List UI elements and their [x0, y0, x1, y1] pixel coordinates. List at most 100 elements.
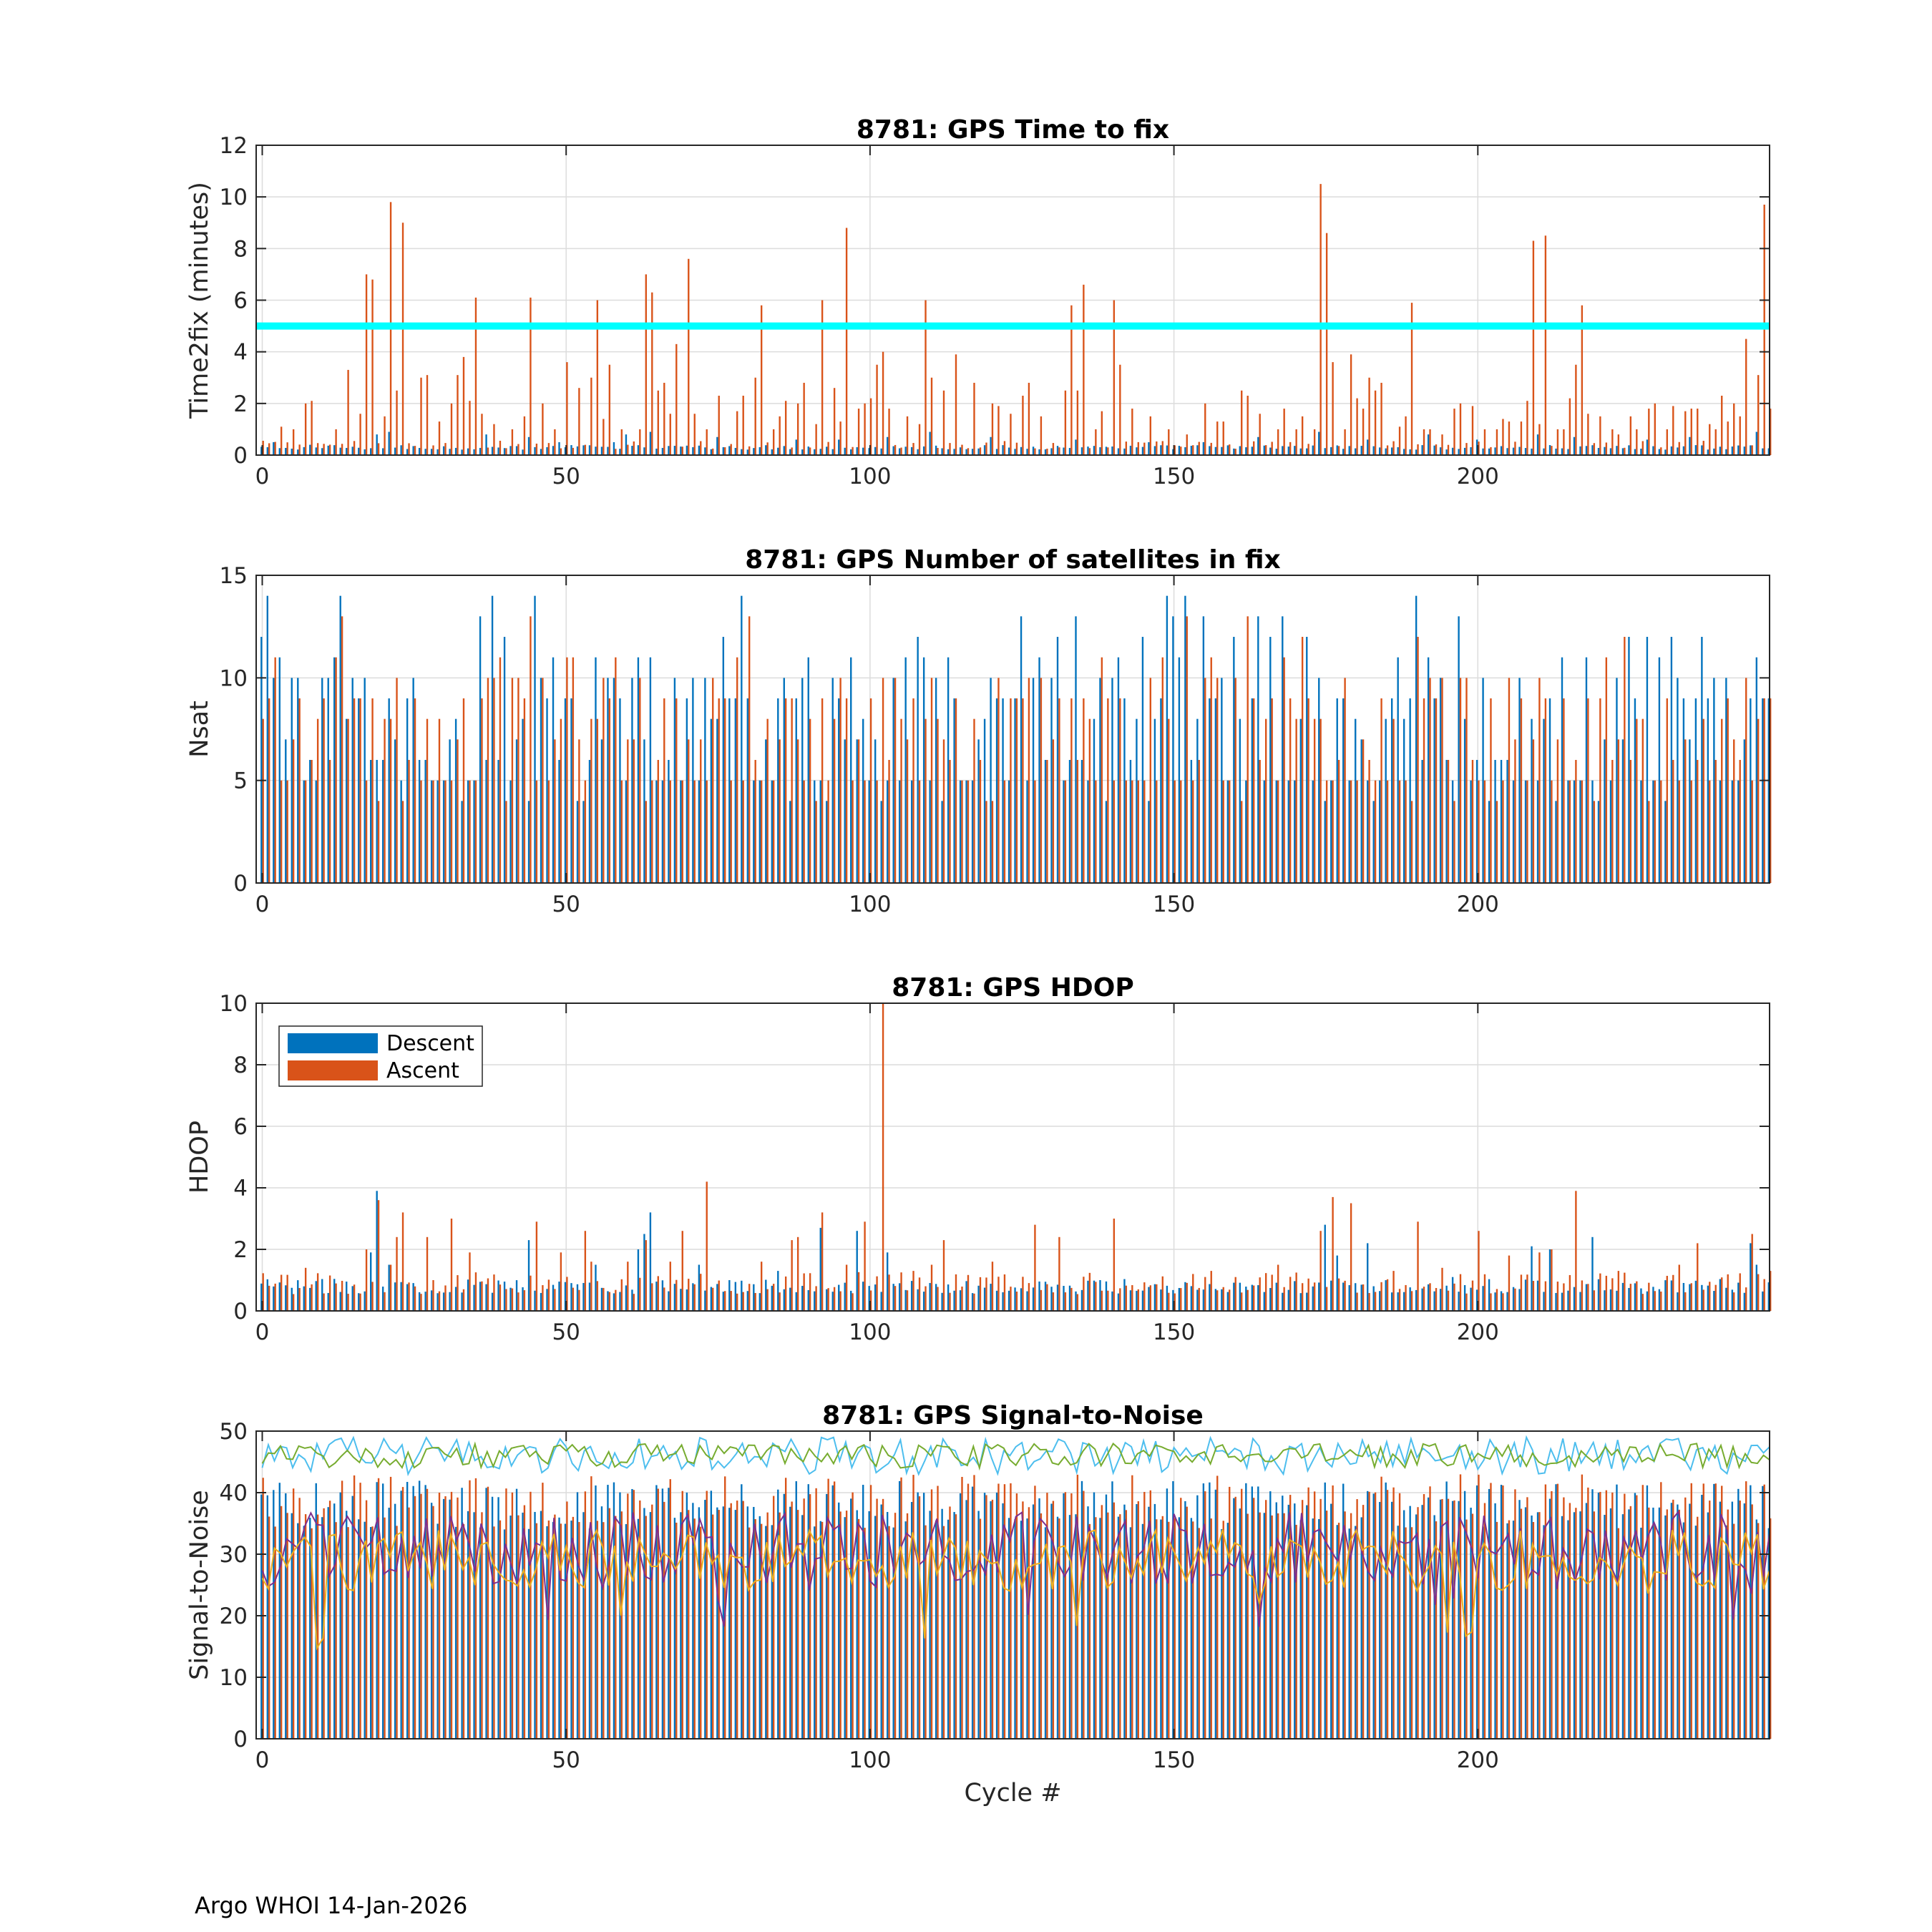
bar-descent [1178, 1517, 1181, 1739]
bar-ascent [530, 616, 532, 883]
bar-ascent [1259, 414, 1261, 455]
bar-descent [746, 1291, 749, 1311]
bar-descent [1324, 1224, 1326, 1311]
bar-descent [1202, 616, 1205, 883]
bar-descent [1299, 448, 1302, 455]
bar-descent [856, 1231, 858, 1311]
bar-ascent [1149, 1490, 1151, 1739]
bar-descent [643, 1234, 645, 1311]
bar-descent [1263, 1513, 1265, 1739]
bar-ascent [328, 760, 331, 883]
bar-ascent [864, 780, 866, 883]
bar-descent [1677, 1504, 1679, 1739]
bar-descent [424, 1485, 426, 1739]
bar-descent [1682, 446, 1685, 455]
bar-descent [880, 1292, 882, 1311]
bar-descent [917, 1289, 919, 1311]
bar-ascent [784, 1478, 787, 1739]
bar-descent [826, 447, 828, 455]
bar-ascent [620, 780, 623, 883]
bar-ascent [389, 1476, 392, 1739]
bar-ascent [1690, 409, 1692, 455]
bar-descent [442, 1292, 445, 1311]
bar-descent [503, 1529, 506, 1739]
bar-descent [1355, 718, 1357, 883]
bar-ascent [985, 1495, 987, 1739]
bar-descent [522, 449, 524, 455]
bar-descent [637, 1518, 640, 1739]
bar-ascent [1745, 678, 1747, 883]
bar-ascent [438, 1493, 441, 1739]
bar-descent [801, 678, 804, 883]
bar-descent [1750, 698, 1752, 883]
bar-ascent [748, 446, 751, 455]
bar-ascent [796, 739, 799, 883]
bar-descent [1713, 448, 1715, 455]
x-tick-label: 150 [1153, 892, 1195, 917]
bar-ascent [1611, 1492, 1614, 1739]
bar-descent [1415, 595, 1418, 883]
bar-ascent [274, 441, 276, 455]
bar-descent [370, 1527, 372, 1739]
bar-ascent [864, 1528, 866, 1739]
bar-descent [929, 1283, 931, 1311]
bar-ascent [1332, 362, 1334, 455]
bar-ascent [311, 760, 313, 883]
bar-ascent [505, 448, 507, 455]
bar-ascent [857, 739, 860, 883]
bar-descent [376, 434, 378, 455]
bar-ascent [930, 1489, 933, 1739]
bar-ascent [796, 1236, 799, 1311]
bar-descent [1245, 1287, 1247, 1311]
x-axis-label: Cycle # [964, 1779, 1061, 1807]
bar-ascent [298, 1288, 301, 1311]
bar-descent [698, 780, 701, 883]
bar-ascent [1064, 1292, 1067, 1311]
chart-title: 8781: GPS Time to fix [857, 115, 1169, 145]
bar-ascent [1405, 416, 1407, 455]
bar-ascent [1289, 441, 1292, 455]
bar-ascent [761, 780, 763, 883]
bar-ascent [815, 424, 817, 455]
bar-ascent [645, 801, 647, 883]
bar-ascent [827, 1478, 829, 1739]
bar-ascent [1520, 1508, 1523, 1739]
bar-ascent [1234, 1277, 1236, 1311]
bar-descent [1755, 431, 1758, 455]
x-tick-label: 100 [849, 464, 891, 489]
bar-ascent [1131, 780, 1133, 883]
bar-descent [1609, 448, 1612, 455]
bar-ascent [1587, 1487, 1589, 1739]
bar-descent [1409, 1506, 1411, 1739]
bar-ascent [1563, 429, 1565, 455]
bar-ascent [1538, 424, 1541, 455]
bar-descent [977, 1511, 980, 1739]
bar-descent [1020, 1288, 1023, 1311]
bar-descent [765, 445, 767, 455]
bar-ascent [1368, 760, 1370, 883]
bar-ascent [1532, 739, 1535, 883]
bar-ascent [1003, 1484, 1006, 1739]
bar-ascent [1770, 1518, 1772, 1739]
bar-ascent [1465, 1293, 1468, 1311]
bar-descent [1336, 698, 1338, 883]
bar-descent [1677, 447, 1679, 455]
bar-ascent [590, 1262, 592, 1311]
bar-descent [1518, 1500, 1521, 1739]
bar-ascent [693, 1518, 696, 1739]
bar-descent [649, 431, 652, 455]
y-axis-label: Nsat [185, 701, 214, 758]
bar-descent [1263, 780, 1265, 883]
bar-descent [339, 447, 341, 455]
bar-ascent [420, 1493, 422, 1739]
bar-descent [540, 678, 542, 883]
bar-descent [1063, 1286, 1065, 1311]
bar-ascent [481, 1281, 483, 1311]
bar-ascent [262, 1273, 264, 1311]
bar-ascent [572, 1287, 575, 1311]
bar-ascent [1204, 678, 1206, 883]
bar-ascent [1046, 449, 1048, 455]
bar-ascent [1453, 801, 1455, 883]
bar-descent [1689, 1503, 1691, 1739]
bar-ascent [542, 1483, 544, 1739]
